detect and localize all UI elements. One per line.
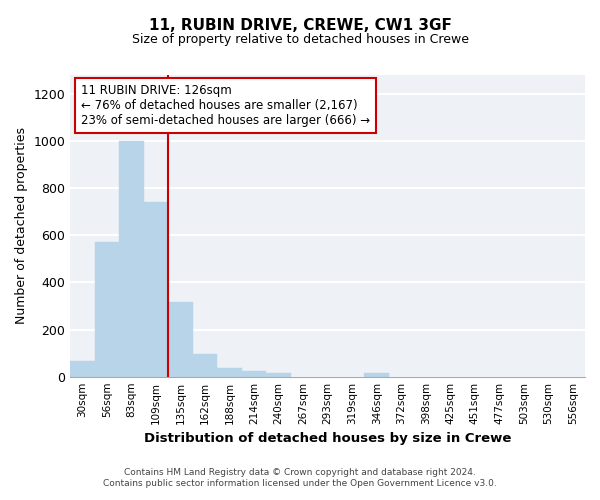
Bar [242,372,266,376]
Text: 11, RUBIN DRIVE, CREWE, CW1 3GF: 11, RUBIN DRIVE, CREWE, CW1 3GF [149,18,451,32]
Text: 11 RUBIN DRIVE: 126sqm
← 76% of detached houses are smaller (2,167)
23% of semi-: 11 RUBIN DRIVE: 126sqm ← 76% of detached… [80,84,370,127]
Bar [144,202,169,376]
Bar [70,362,95,376]
Bar [266,374,291,376]
Bar [193,354,217,376]
Bar [169,302,193,376]
Text: Contains HM Land Registry data © Crown copyright and database right 2024.
Contai: Contains HM Land Registry data © Crown c… [103,468,497,487]
Text: Size of property relative to detached houses in Crewe: Size of property relative to detached ho… [131,32,469,46]
X-axis label: Distribution of detached houses by size in Crewe: Distribution of detached houses by size … [144,432,511,445]
Bar [95,242,119,376]
Bar [119,141,144,376]
Y-axis label: Number of detached properties: Number of detached properties [15,128,28,324]
Bar [364,374,389,376]
Bar [217,368,242,376]
